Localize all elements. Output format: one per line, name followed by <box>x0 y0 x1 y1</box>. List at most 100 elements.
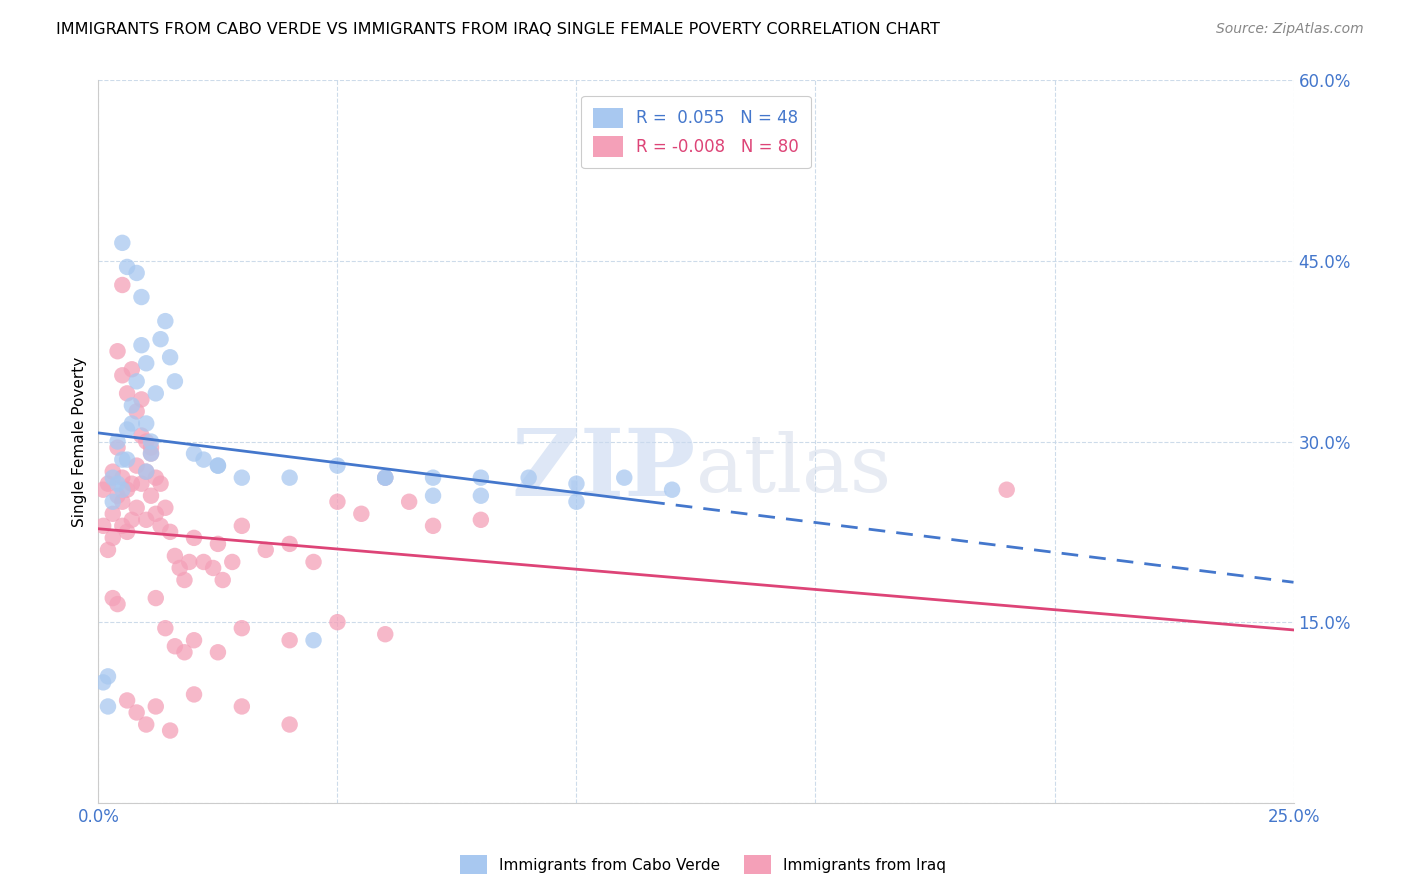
Point <box>183 446 205 460</box>
Point <box>135 417 157 431</box>
Point <box>145 591 167 605</box>
Point <box>107 597 129 611</box>
Point <box>183 633 205 648</box>
Point <box>135 434 157 449</box>
Point <box>163 374 186 388</box>
Point <box>121 362 143 376</box>
Point <box>173 573 195 587</box>
Point <box>254 542 277 557</box>
Point <box>131 338 153 352</box>
Text: IMMIGRANTS FROM CABO VERDE VS IMMIGRANTS FROM IRAQ SINGLE FEMALE POVERTY CORRELA: IMMIGRANTS FROM CABO VERDE VS IMMIGRANTS… <box>56 22 941 37</box>
Point <box>115 260 138 274</box>
Point <box>173 645 195 659</box>
Point <box>121 476 143 491</box>
Point <box>155 314 177 328</box>
Point <box>115 452 138 467</box>
Point <box>207 645 229 659</box>
Point <box>139 489 162 503</box>
Point <box>398 494 420 508</box>
Point <box>149 332 172 346</box>
Legend: Immigrants from Cabo Verde, Immigrants from Iraq: Immigrants from Cabo Verde, Immigrants f… <box>454 849 952 880</box>
Point <box>107 489 129 503</box>
Point <box>183 687 205 701</box>
Text: Source: ZipAtlas.com: Source: ZipAtlas.com <box>1216 22 1364 37</box>
Point <box>193 555 215 569</box>
Point <box>131 428 153 442</box>
Point <box>111 470 134 484</box>
Point <box>470 470 492 484</box>
Point <box>565 476 588 491</box>
Point <box>995 483 1018 497</box>
Point <box>193 452 215 467</box>
Point <box>107 434 129 449</box>
Point <box>470 489 492 503</box>
Point <box>565 494 588 508</box>
Point <box>302 633 325 648</box>
Point <box>139 441 162 455</box>
Point <box>97 476 120 491</box>
Point <box>207 458 229 473</box>
Point <box>613 470 636 484</box>
Point <box>326 458 349 473</box>
Point <box>115 483 138 497</box>
Point <box>91 518 114 533</box>
Text: atlas: atlas <box>696 432 891 509</box>
Point <box>125 706 148 720</box>
Point <box>131 392 153 407</box>
Point <box>131 290 153 304</box>
Point <box>135 356 157 370</box>
Point <box>111 277 134 292</box>
Point <box>278 470 301 484</box>
Point <box>169 561 191 575</box>
Point <box>302 555 325 569</box>
Point <box>661 483 683 497</box>
Point <box>135 717 157 731</box>
Point <box>91 675 114 690</box>
Point <box>115 693 138 707</box>
Point <box>470 513 492 527</box>
Point <box>155 621 177 635</box>
Point <box>107 441 129 455</box>
Point <box>221 555 243 569</box>
Point <box>145 507 167 521</box>
Point <box>207 458 229 473</box>
Point <box>326 615 349 630</box>
Point <box>115 524 138 539</box>
Point <box>135 465 157 479</box>
Point <box>111 518 134 533</box>
Point <box>97 669 120 683</box>
Point <box>145 699 167 714</box>
Point <box>159 350 181 364</box>
Point <box>101 465 124 479</box>
Point <box>139 446 162 460</box>
Point <box>125 404 148 418</box>
Point <box>155 500 177 515</box>
Point <box>326 494 349 508</box>
Y-axis label: Single Female Poverty: Single Female Poverty <box>72 357 87 526</box>
Point <box>179 555 201 569</box>
Point <box>101 507 124 521</box>
Point <box>278 537 301 551</box>
Point <box>278 633 301 648</box>
Point <box>422 489 444 503</box>
Point <box>121 513 143 527</box>
Point <box>231 518 253 533</box>
Point <box>115 386 138 401</box>
Point <box>125 458 148 473</box>
Point <box>139 446 162 460</box>
Point <box>183 531 205 545</box>
Point <box>101 470 124 484</box>
Point <box>101 494 124 508</box>
Point <box>149 476 172 491</box>
Point <box>149 518 172 533</box>
Point <box>111 483 134 497</box>
Point <box>101 591 124 605</box>
Point <box>121 398 143 412</box>
Point <box>422 518 444 533</box>
Point <box>231 470 253 484</box>
Point <box>121 417 143 431</box>
Point <box>350 507 373 521</box>
Point <box>111 494 134 508</box>
Point <box>374 627 396 641</box>
Point <box>207 537 229 551</box>
